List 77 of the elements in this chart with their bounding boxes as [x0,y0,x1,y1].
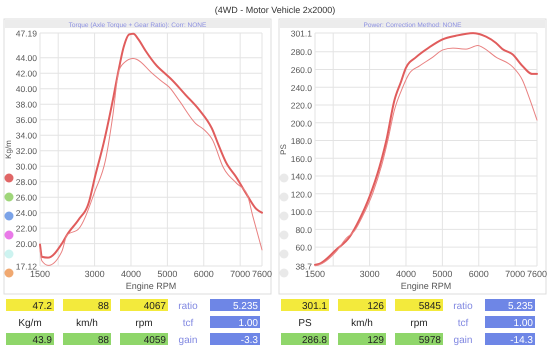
text: 5845 [418,301,442,312]
text: 5.235 [232,301,258,312]
x-tick-label: 7600 [252,269,272,279]
y-tick-label: 22.00 [16,224,38,234]
y-tick-label: 17.12 [16,262,38,272]
text: km/h [76,318,98,329]
y-tick-label: 200.0 [290,118,312,128]
x-tick-label: 6000 [194,269,214,279]
text: gain [454,335,472,346]
text: 129 [367,335,384,346]
x-tick-label: 6000 [468,269,489,279]
text: 4059 [144,335,166,346]
y-tick-label: 260.0 [290,64,312,75]
y-tick-label: 180.0 [290,136,312,146]
x-tick-label: 5000 [432,269,452,279]
y-tick-label: 280.0 [290,47,312,58]
y-tick-label: 38.7 [295,262,312,272]
y-tick-label: 120.0 [290,189,312,200]
y-tick-label: 47.19 [16,28,38,38]
y-tick-label: 36.00 [16,115,38,126]
text: 1.00 [238,318,258,329]
x-axis-title: Engine RPM [126,281,176,291]
x-tick-label: 4000 [396,269,416,279]
y-tick-label: 32.00 [16,146,38,156]
text: 88 [98,335,110,346]
x-tick-label: 7000 [505,269,526,279]
y-tick-label: 80.0 [295,224,312,235]
text: ratio [453,301,474,312]
text: km/h [351,318,373,329]
text: tcf [182,318,194,329]
text: 126 [367,301,384,312]
text: 43.9 [32,335,52,346]
text: 88 [98,301,110,312]
text: 4067 [144,301,166,312]
y-tick-label: 100.0 [290,207,312,218]
x-tick-label: 4000 [120,269,141,279]
x-axis-title: Engine RPM [400,281,452,291]
y-tick-label: 160.0 [290,154,312,164]
text: ratio [178,301,198,312]
y-tick-label: 301.1 [290,28,312,38]
x-tick-label: 1500 [304,269,326,279]
y-axis-title: PS [279,144,288,155]
text: gain [178,335,198,346]
x-tick-label: 3000 [360,269,380,279]
y-tick-label: 38.00 [16,100,38,110]
text: -3.3 [240,335,258,346]
y-tick-label: 40.00 [16,84,38,94]
x-tick-label: 3000 [84,269,105,279]
y-tick-label: 34.00 [16,130,38,141]
text: 5978 [418,335,442,346]
y-tick-label: 42.00 [16,68,38,79]
y-tick-label: 140.0 [290,172,312,182]
text: tcf [458,318,468,329]
y-tick-label: 44.00 [16,53,38,64]
x-tick-label: 5000 [157,269,178,279]
y-tick-label: 30.00 [16,162,38,172]
text: 1.00 [514,318,534,329]
y-tick-label: 24.00 [16,208,38,218]
text: rpm [410,318,428,329]
y-tick-label: 240.0 [290,82,312,93]
x-tick-label: 7000 [230,269,250,279]
y-tick-label: 28.00 [16,177,38,188]
y-tick-label: 26.00 [16,192,38,203]
x-tick-label: 1500 [30,269,50,279]
text: PS [298,318,312,329]
y-tick-label: 20.00 [16,239,38,250]
text: 5.235 [508,301,534,312]
text: -14.3 [510,335,534,346]
chart-title: (4WD - Motor Vehicle 2x2000) [214,5,336,15]
text: rpm [135,318,153,329]
text: 47.2 [32,301,52,312]
x-tick-label: 7600 [526,269,548,279]
text: 286.8 [302,335,328,346]
y-tick-label: 220.0 [290,100,312,111]
y-tick-label: 60.0 [295,242,312,253]
y-axis-title: Kg/m [4,140,13,159]
text: Kg/m [18,318,42,329]
